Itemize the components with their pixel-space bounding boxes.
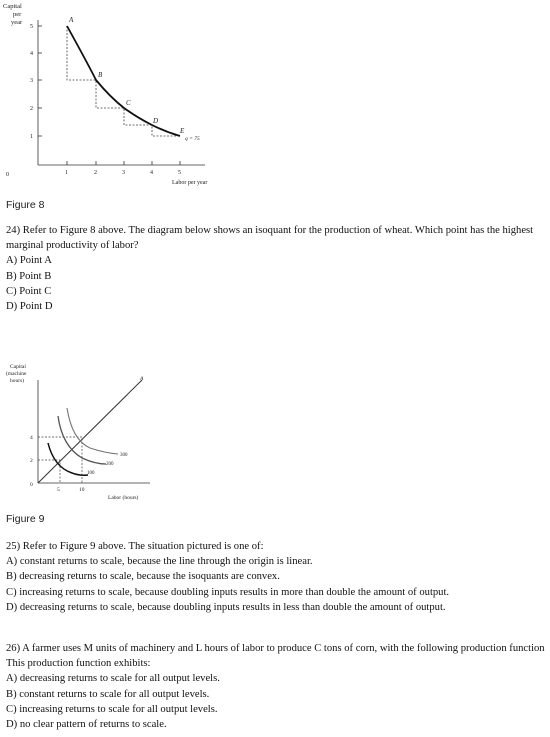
- fig8-xtick-4: 4: [150, 170, 153, 176]
- q26-option-a: A) decreasing returns to scale for all o…: [6, 673, 220, 685]
- fig8-point-a-label: A: [68, 16, 74, 24]
- fig8-point-d-label: D: [152, 117, 158, 125]
- fig9-isoquant-200-label: 200: [106, 462, 114, 467]
- q26-option-b: B) constant returns to scale for all out…: [6, 688, 210, 700]
- fig9-isoquant-300: [66, 407, 119, 455]
- fig9-ytick-0: 0: [30, 482, 33, 488]
- figure-8-caption: Figure 8: [6, 199, 45, 211]
- q24-stem: 24) Refer to Figure 8 above. The diagram…: [6, 225, 534, 252]
- q25-option-c: C) increasing returns to scale, because …: [6, 586, 450, 598]
- q26-stem: 26) A farmer uses M units of machinery a…: [6, 643, 545, 670]
- fig8-step-guides: [66, 26, 180, 137]
- fig9-guide-5-2: [38, 459, 61, 483]
- fig8-xtick-1: 1: [65, 170, 68, 176]
- fig8-ylabel-line-3: year: [11, 19, 23, 26]
- figure-9-isoquant-map: Capital (machine hours) 4 2 0 5 10 Labor…: [6, 364, 150, 501]
- fig8-ylabel-line-1: Capital: [3, 3, 22, 10]
- fig9-xtick-10: 10: [79, 487, 85, 493]
- q25-option-a: A) constant returns to scale, because th…: [6, 556, 313, 568]
- fig8-ytick-3: 3: [30, 78, 33, 84]
- q26-option-d: D) no clear pattern of returns to scale.: [6, 719, 167, 731]
- figure-8-isoquant-chart: Capital per year 5 4 3 2 1 0 1 2 3 4 5 L…: [3, 3, 207, 186]
- fig9-guide-10-4: [38, 436, 83, 483]
- q24-option-c: C) Point C: [6, 285, 52, 297]
- fig8-point-b-label: B: [98, 71, 103, 79]
- fig9-xtick-5: 5: [57, 487, 60, 493]
- question-25: 25) Refer to Figure 9 above. The situati…: [6, 539, 546, 615]
- fig8-isoquant-curve: [66, 25, 181, 137]
- q24-option-d: D) Point D: [6, 301, 53, 313]
- fig8-xtick-2: 2: [94, 170, 97, 176]
- q25-stem: 25) Refer to Figure 9 above. The situati…: [6, 541, 264, 552]
- fig9-ylabel-line-3: hours): [10, 377, 24, 384]
- fig8-xtick-3: 3: [122, 170, 125, 176]
- fig8-ytick-2: 2: [30, 106, 33, 112]
- q24-option-b: B) Point B: [6, 270, 52, 282]
- fig9-xlabel: Labor (hours): [108, 494, 139, 501]
- fig8-xtick-0: 0: [6, 172, 9, 178]
- q25-option-d: D) decreasing returns to scale, because …: [6, 601, 446, 613]
- fig8-point-c-label: C: [126, 99, 131, 107]
- fig9-ray-label: A: [139, 376, 144, 382]
- question-24: 24) Refer to Figure 8 above. The diagram…: [6, 223, 546, 314]
- fig9-ylabel-line-1: Capital: [10, 364, 26, 370]
- q25-option-b: B) decreasing returns to scale, because …: [6, 571, 280, 583]
- fig8-xtick-5: 5: [178, 170, 181, 176]
- fig9-ylabel-line-2: (machine: [6, 370, 27, 377]
- fig9-isoquant-100: [47, 442, 89, 476]
- fig9-isoquant-300-label: 300: [120, 453, 128, 458]
- q24-option-a: A) Point A: [6, 255, 52, 267]
- question-26: 26) A farmer uses M units of machinery a…: [6, 641, 546, 732]
- fig9-isoquant-200: [57, 415, 107, 465]
- fig8-ytick-4: 4: [30, 51, 33, 57]
- figure-9-caption: Figure 9: [6, 513, 45, 525]
- fig9-isoquant-100-label: 100: [87, 471, 95, 476]
- fig9-ytick-2: 2: [30, 458, 33, 464]
- fig9-ytick-4: 4: [30, 435, 33, 441]
- fig8-ytick-1: 1: [30, 134, 33, 140]
- fig8-curve-label: q = 75: [185, 136, 200, 142]
- fig8-ytick-5: 5: [30, 24, 33, 30]
- fig8-ylabel-line-2: per: [13, 11, 22, 18]
- q26-option-c: C) increasing returns to scale for all o…: [6, 703, 218, 715]
- fig9-expansion-ray: [37, 379, 143, 484]
- fig8-xlabel: Labor per year: [172, 180, 207, 186]
- fig8-point-e-label: E: [179, 127, 185, 135]
